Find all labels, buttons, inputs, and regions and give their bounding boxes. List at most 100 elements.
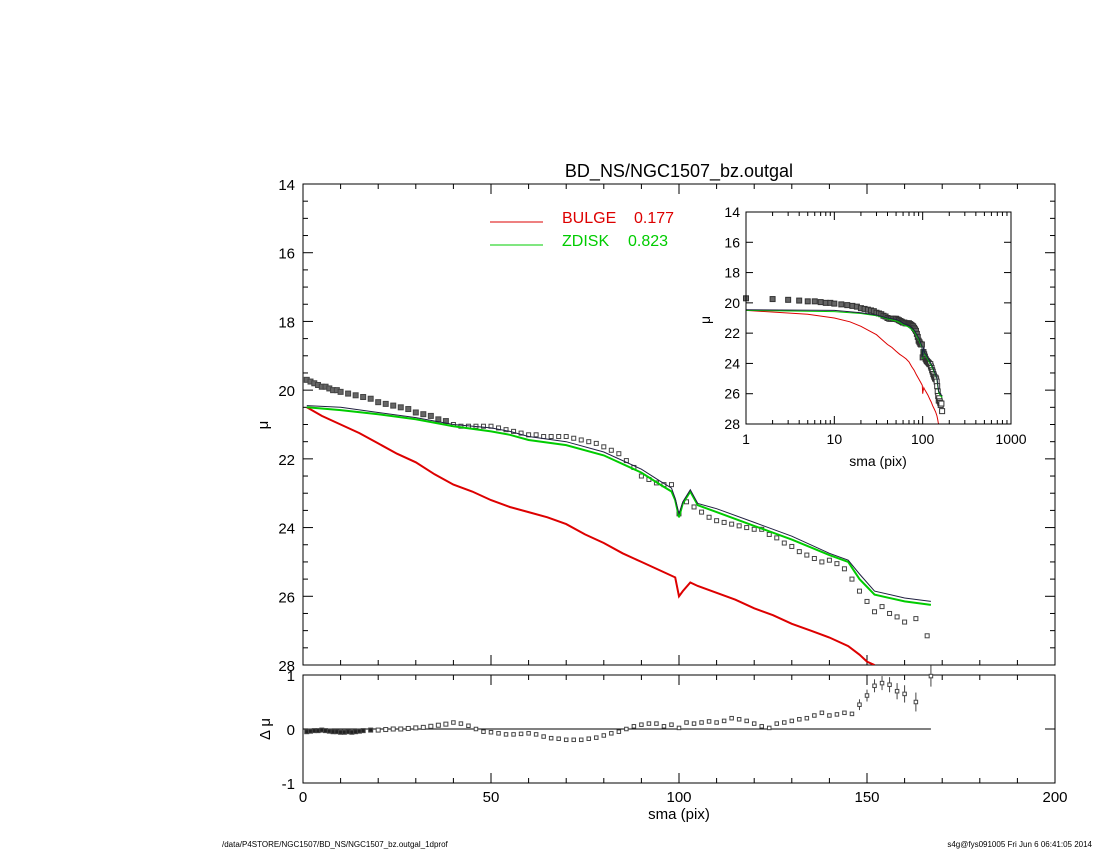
data-point — [744, 525, 750, 531]
data-point — [691, 504, 697, 510]
y-tick-label: 22 — [278, 452, 295, 469]
file-path-footer: /data/P4STORE/NGC1507/BD_NS/NGC1507_bz.o… — [222, 840, 448, 849]
residual-point — [864, 693, 870, 698]
data-point — [902, 619, 908, 625]
residual-point — [691, 721, 697, 726]
residual-point — [526, 731, 531, 736]
inset-data-point — [938, 400, 945, 407]
inset-y-tick-label: 16 — [724, 234, 740, 250]
inset-log-panel: 14 16 18 20 22 24 26 28 1 10 100 1000 μ sma (pix) — [697, 204, 1027, 469]
residual-point — [721, 718, 727, 724]
residual-point — [496, 731, 501, 736]
inset-data-point — [804, 298, 811, 305]
residual-point — [428, 723, 434, 729]
residual-point — [360, 728, 366, 734]
data-point — [789, 543, 795, 549]
residual-point — [654, 721, 659, 726]
res-y-tick-label: 1 — [287, 668, 295, 685]
legend-label-zdisk: ZDISK — [562, 233, 609, 250]
data-point — [375, 399, 382, 406]
inset-x-axis-label: sma (pix) — [849, 453, 907, 469]
data-point — [420, 411, 427, 418]
residual-point — [684, 720, 689, 725]
residual-point — [819, 710, 825, 716]
residual-point — [774, 721, 780, 726]
observed-profile-points — [303, 376, 930, 639]
data-point — [427, 412, 434, 419]
inset-x-tick-label: 1000 — [995, 431, 1026, 447]
inset-x-tick-label: 10 — [827, 431, 843, 447]
main-y-axis-label: μ — [255, 421, 272, 430]
residual-point — [548, 735, 554, 741]
data-point — [668, 482, 674, 488]
data-point — [736, 523, 742, 529]
data-point — [337, 388, 344, 395]
residual-point — [609, 731, 614, 736]
data-point — [894, 614, 900, 620]
residual-point — [571, 737, 576, 743]
data-point — [533, 432, 539, 438]
data-point — [699, 509, 705, 515]
residual-point — [541, 734, 546, 739]
data-point — [872, 609, 878, 615]
residual-point — [872, 683, 877, 689]
residual-point — [533, 732, 539, 737]
data-point — [841, 566, 847, 572]
data-point — [887, 610, 893, 616]
x-tick-label: 200 — [1042, 789, 1067, 806]
residual-x-axis: 0 50 100 150 200 — [299, 675, 1068, 806]
legend: BULGE 0.177 ZDISK 0.823 — [490, 210, 674, 250]
data-point — [518, 430, 524, 436]
residual-point — [736, 717, 742, 722]
main-profile-panel: 14 16 18 20 22 24 26 28 μ BULGE 0.177 ZDISK 0.8… — [255, 177, 1056, 675]
data-point — [804, 552, 810, 558]
data-point — [390, 402, 397, 409]
data-point — [849, 576, 855, 582]
data-point — [412, 409, 419, 416]
residual-point — [511, 732, 516, 737]
residual-point — [481, 729, 486, 734]
residual-point — [639, 722, 644, 727]
inset-y-tick-label: 26 — [724, 386, 740, 402]
data-point — [796, 549, 802, 555]
series-line-total — [306, 405, 931, 602]
residual-point — [405, 725, 411, 731]
series-line-bulge — [306, 406, 875, 665]
residual-point — [624, 726, 629, 732]
data-point — [382, 400, 389, 407]
inset-data-point — [844, 302, 851, 309]
residual-point — [594, 735, 599, 740]
data-point — [503, 427, 509, 433]
data-point — [345, 390, 352, 397]
data-point — [578, 437, 584, 443]
inset-data-point — [811, 298, 818, 305]
residual-point — [887, 682, 892, 687]
data-point — [729, 521, 735, 527]
legend-label-bulge: BULGE — [562, 210, 616, 227]
residual-point — [744, 718, 749, 724]
residual-point — [729, 715, 734, 721]
residual-point — [563, 737, 569, 743]
x-tick-label: 50 — [483, 789, 500, 806]
residual-point — [616, 729, 622, 734]
residual-point — [473, 726, 479, 732]
residual-point — [390, 726, 396, 732]
inset-y-axis-label: μ — [697, 316, 713, 324]
data-point — [811, 555, 817, 561]
inset-plot-frame — [745, 211, 1012, 425]
res-y-tick-label: 0 — [287, 722, 295, 739]
data-point — [367, 395, 374, 402]
y-tick-label: 16 — [278, 246, 295, 263]
data-point — [556, 434, 562, 440]
residual-point — [676, 725, 682, 731]
residual-point — [398, 726, 404, 732]
y-tick-label: 28 — [278, 658, 295, 675]
x-axis-label: sma (pix) — [648, 806, 710, 823]
residual-point — [706, 719, 712, 724]
data-point — [864, 598, 870, 604]
residual-point — [857, 702, 862, 707]
data-point — [774, 535, 780, 541]
y-tick-label: 26 — [278, 589, 295, 606]
residual-point — [578, 737, 584, 743]
inset-data-point — [817, 299, 824, 306]
